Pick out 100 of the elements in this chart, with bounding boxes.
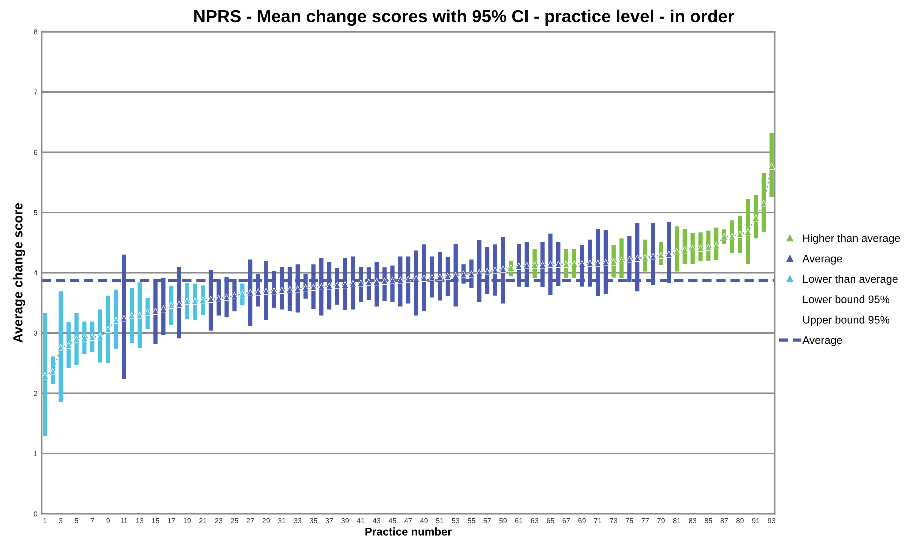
point bbox=[516, 262, 523, 270]
point bbox=[468, 270, 476, 278]
point bbox=[397, 276, 404, 284]
point bbox=[650, 253, 657, 260]
chart-title: NPRS - Mean change scores with 95% CI - practice level - in order bbox=[194, 10, 734, 26]
point bbox=[531, 262, 538, 269]
point bbox=[586, 260, 594, 267]
point bbox=[334, 282, 341, 290]
point bbox=[436, 274, 444, 281]
point bbox=[626, 256, 634, 264]
legend-label: Higher than average bbox=[804, 234, 900, 244]
point bbox=[610, 258, 618, 266]
point bbox=[65, 342, 72, 349]
point bbox=[278, 286, 286, 294]
point bbox=[192, 298, 199, 305]
point bbox=[720, 233, 728, 240]
point bbox=[294, 286, 302, 293]
point bbox=[760, 200, 768, 208]
point bbox=[555, 261, 562, 268]
point bbox=[104, 326, 112, 334]
point bbox=[618, 257, 626, 264]
point bbox=[50, 368, 57, 376]
legend-label: Average bbox=[802, 336, 842, 346]
point bbox=[428, 274, 436, 282]
point bbox=[444, 273, 452, 280]
point bbox=[207, 296, 215, 304]
point bbox=[318, 283, 326, 290]
point bbox=[705, 244, 712, 252]
point bbox=[96, 333, 104, 340]
point bbox=[152, 308, 160, 316]
point bbox=[744, 228, 752, 236]
point bbox=[128, 312, 136, 320]
point bbox=[484, 268, 492, 276]
point bbox=[768, 162, 775, 170]
x-axis-title: Practice number bbox=[366, 528, 452, 536]
point bbox=[492, 267, 499, 274]
point bbox=[570, 260, 578, 268]
legend-label: Average bbox=[802, 255, 842, 265]
point bbox=[594, 260, 602, 267]
point bbox=[42, 372, 49, 380]
point bbox=[389, 277, 396, 284]
point bbox=[713, 242, 720, 250]
point bbox=[57, 344, 64, 352]
point bbox=[752, 214, 760, 222]
point bbox=[73, 336, 80, 343]
point bbox=[310, 284, 318, 291]
point bbox=[602, 259, 610, 266]
point bbox=[200, 296, 207, 304]
point bbox=[89, 334, 96, 342]
point bbox=[144, 309, 152, 316]
point bbox=[666, 250, 673, 258]
point bbox=[658, 252, 665, 260]
text: Lower bound 95% bbox=[804, 296, 890, 304]
point bbox=[420, 274, 428, 282]
point bbox=[239, 290, 246, 298]
point bbox=[112, 317, 120, 324]
point bbox=[412, 275, 420, 283]
point bbox=[404, 276, 412, 284]
point bbox=[231, 292, 238, 300]
point bbox=[262, 288, 270, 296]
point bbox=[168, 302, 176, 310]
point bbox=[689, 245, 696, 252]
point bbox=[342, 282, 349, 289]
point bbox=[184, 298, 191, 305]
point bbox=[476, 269, 484, 277]
legend-label: Lower than average bbox=[804, 275, 898, 286]
point bbox=[326, 282, 334, 290]
point bbox=[728, 233, 736, 240]
point bbox=[674, 248, 681, 256]
point bbox=[81, 334, 88, 342]
point bbox=[302, 284, 310, 292]
point bbox=[120, 315, 128, 322]
point bbox=[697, 244, 704, 252]
point bbox=[562, 261, 570, 268]
point bbox=[634, 255, 642, 262]
y-axis-title: Average change score bbox=[13, 203, 26, 343]
point bbox=[736, 230, 744, 238]
point bbox=[365, 279, 373, 286]
point bbox=[350, 280, 357, 288]
point bbox=[381, 278, 388, 285]
point bbox=[358, 280, 365, 287]
point bbox=[547, 261, 554, 268]
point bbox=[176, 300, 183, 308]
point bbox=[681, 246, 688, 254]
point bbox=[508, 264, 515, 272]
point bbox=[223, 294, 230, 302]
text: Upper bound 95% bbox=[803, 316, 890, 326]
point bbox=[460, 271, 468, 278]
point bbox=[160, 306, 168, 313]
point bbox=[246, 289, 254, 296]
point bbox=[539, 262, 546, 269]
point bbox=[136, 312, 144, 320]
point bbox=[523, 262, 531, 270]
point bbox=[642, 254, 649, 262]
point bbox=[286, 286, 294, 294]
point bbox=[500, 266, 507, 273]
point bbox=[254, 288, 262, 296]
point bbox=[452, 272, 460, 280]
point bbox=[215, 295, 222, 302]
point bbox=[270, 288, 278, 295]
